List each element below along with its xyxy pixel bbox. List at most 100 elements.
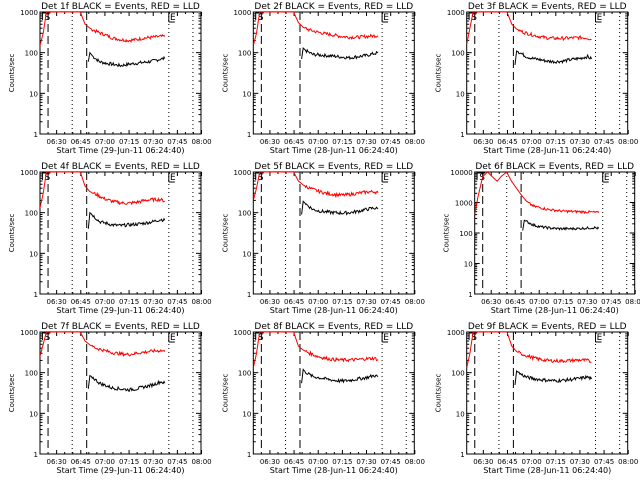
x-axis-label: Start Time (28-Jun-11 06:24:40) (270, 466, 398, 475)
y-axis-label: Counts/sec (435, 374, 443, 413)
x-tick-label: 07:30 (356, 458, 376, 466)
x-tick-label: 06:30 (47, 298, 67, 306)
series-line-lld (253, 172, 379, 201)
end-bracket-icon (602, 172, 609, 183)
start-label: S (45, 173, 51, 183)
x-tick-label: 07:00 (522, 138, 542, 146)
x-tick-label: 06:30 (260, 298, 280, 306)
x-tick-label: 07:30 (356, 298, 376, 306)
y-tick-label: 1 (247, 451, 251, 459)
y-tick-label: 10 (464, 261, 473, 269)
series-line-lld (474, 172, 600, 215)
x-axis-label: Start Time (29-Jun-11 06:24:40) (57, 306, 185, 315)
plot-frame (39, 171, 202, 295)
x-tick-label: 07:00 (95, 298, 115, 306)
start-bracket-icon (476, 172, 486, 180)
x-tick-label: 08:00 (618, 138, 638, 146)
y-tick-label: 10 (242, 250, 251, 258)
y-tick-label: 100 (25, 370, 38, 378)
x-tick-label: 06:30 (260, 458, 280, 466)
y-tick-label: 10 (29, 410, 38, 418)
x-tick-label: 06:45 (284, 458, 304, 466)
y-axis-label: Counts/sec (443, 214, 451, 253)
panel-4: Det 4f BLACK = Events, RED = LLD 1 10 100 10… (8, 162, 212, 315)
plot-frame (252, 331, 415, 455)
x-tick-label: 06:45 (284, 138, 304, 146)
x-tick-label: 07:30 (356, 138, 376, 146)
start-label: S (258, 13, 264, 23)
x-tick-label: 06:45 (497, 458, 517, 466)
end-bracket-icon (168, 12, 175, 23)
y-tick-label: 10 (29, 90, 38, 98)
x-tick-label: 07:15 (332, 458, 352, 466)
start-label: S (45, 13, 51, 23)
chart-title: Det 4f BLACK = Events, RED = LLD (41, 162, 200, 172)
y-axis-label: Counts/sec (435, 54, 443, 93)
x-tick-label: 06:30 (260, 138, 280, 146)
panel-5: Det 5f BLACK = Events, RED = LLD 1 10 100 10… (221, 162, 425, 315)
end-bracket-icon (381, 332, 389, 343)
end-label: E (597, 13, 603, 23)
plot-frame (39, 11, 202, 135)
y-tick-label: 100 (459, 230, 472, 238)
y-tick-label: 1 (34, 131, 38, 139)
start-label: S (45, 333, 51, 343)
end-label: E (170, 13, 176, 23)
start-label: S (471, 333, 477, 343)
x-tick-label: 06:30 (473, 458, 493, 466)
chart-title: Det 3f BLACK = Events, RED = LLD (468, 2, 627, 12)
plot-frame (474, 171, 636, 295)
y-axis-label: Counts/sec (8, 374, 16, 413)
y-tick-label: 100 (451, 370, 464, 378)
x-tick-label: 07:45 (594, 138, 614, 146)
plot-frame (466, 11, 629, 135)
y-tick-label: 1000 (20, 329, 38, 337)
series-line-events (87, 374, 166, 392)
x-tick-label: 07:45 (381, 458, 401, 466)
x-tick-label: 06:45 (284, 298, 304, 306)
panel-1: Det 1f BLACK = Events, RED = LLD 1 10 100 10… (8, 2, 212, 155)
y-tick-label: 1000 (233, 9, 251, 17)
x-tick-label: 08:00 (405, 138, 425, 146)
x-tick-label: 06:30 (481, 298, 501, 306)
y-tick-label: 1000 (233, 169, 251, 177)
panel-8: Det 8f BLACK = Events, RED = LLD 1 10 100 10… (221, 322, 425, 475)
series-line-lld (253, 332, 379, 369)
y-tick-label: 10 (456, 410, 465, 418)
y-axis-label: Counts/sec (221, 214, 229, 253)
x-tick-label: 07:45 (167, 298, 187, 306)
series-line-lld (40, 172, 165, 209)
start-label: S (258, 333, 264, 343)
panel-9: Det 9f BLACK = Events, RED = LLD 1 10 100 10… (435, 322, 639, 475)
y-tick-label: 100 (451, 50, 464, 58)
x-tick-label: 07:00 (95, 138, 115, 146)
x-tick-label: 08:00 (191, 458, 211, 466)
x-tick-label: 08:00 (405, 458, 425, 466)
y-tick-label: 10 (456, 90, 465, 98)
x-axis-label: Start Time (28-Jun-11 06:24:40) (270, 306, 398, 315)
x-tick-label: 07:45 (381, 138, 401, 146)
x-tick-label: 07:15 (546, 138, 566, 146)
x-tick-label: 07:00 (308, 138, 328, 146)
series-line-events (301, 46, 379, 61)
chart-title: Det 9f BLACK = Events, RED = LLD (468, 322, 627, 332)
chart-title: Det 1f BLACK = Events, RED = LLD (41, 2, 200, 12)
x-tick-label: 07:15 (546, 458, 566, 466)
x-axis-label: Start Time (29-Jun-11 06:24:40) (57, 466, 185, 475)
series-line-lld (466, 332, 592, 369)
x-tick-label: 07:30 (143, 138, 163, 146)
y-tick-label: 1 (460, 131, 464, 139)
plot-frame (466, 331, 629, 455)
y-axis-label: Counts/sec (8, 54, 16, 93)
y-tick-label: 1 (247, 291, 251, 299)
series-line-events (522, 219, 600, 231)
x-tick-label: 07:15 (332, 298, 352, 306)
panel-3: Det 3f BLACK = Events, RED = LLD 1 10 100 10… (435, 2, 639, 155)
x-tick-label: 08:00 (625, 298, 640, 306)
y-tick-label: 1000 (447, 329, 465, 337)
x-axis-label: Start Time (28-Jun-11 06:24:40) (483, 146, 611, 155)
series-line-events (301, 368, 379, 384)
x-tick-label: 07:45 (594, 458, 614, 466)
x-tick-label: 07:30 (570, 138, 590, 146)
